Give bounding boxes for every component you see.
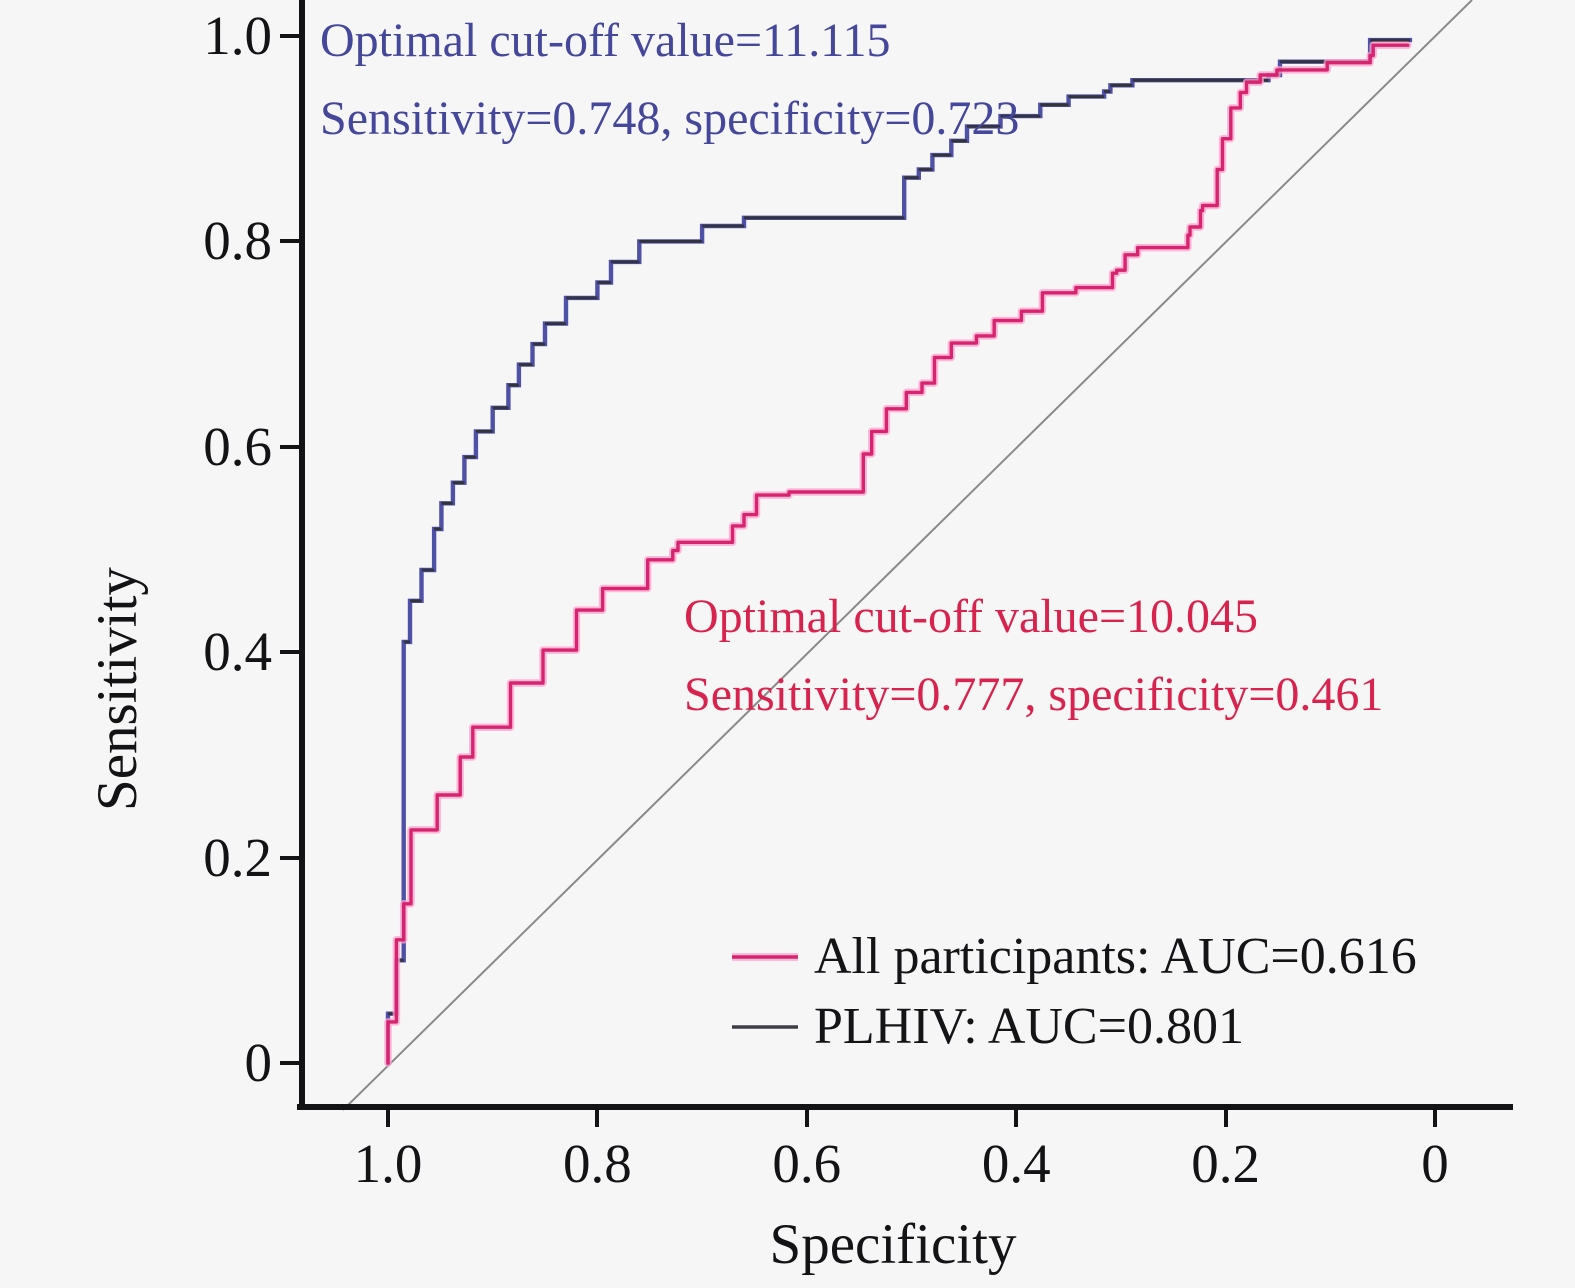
- x-axis-spine: [297, 1104, 1513, 1110]
- x-tick-mark: [804, 1106, 809, 1127]
- y-tick-label: 1.0: [203, 5, 272, 66]
- x-tick-label: 1.0: [353, 1133, 423, 1194]
- plhiv-curve: [385, 37, 1413, 1066]
- x-tick-mark: [386, 1106, 390, 1127]
- y-tick-label: 0.2: [203, 826, 272, 888]
- plhiv-cutoff-line2: Sensitivity=0.748, specificity=0.723: [320, 92, 1020, 145]
- all-participants-curve-halo: [384, 41, 1412, 1067]
- x-tick-label: 0.8: [563, 1133, 632, 1194]
- x-tick-label: 0.4: [981, 1133, 1051, 1194]
- x-tick-label: 0.2: [1191, 1133, 1260, 1194]
- y-tick-label: 0.8: [203, 210, 272, 272]
- all-participants-cutoff-line2: Sensitivity=0.777, specificity=0.461: [684, 668, 1384, 721]
- y-tick-mark: [280, 650, 301, 655]
- x-tick-label: 0: [1421, 1133, 1449, 1194]
- plhiv-cutoff-annotation: Optimal cut-off value=11.115 Sensitivity…: [320, 2, 1019, 158]
- y-tick-label: 0: [244, 1032, 273, 1093]
- y-tick-mark: [280, 444, 301, 449]
- y-axis-spine: [299, 0, 305, 1110]
- legend-label-all-participants: All participants: AUC=0.616: [814, 928, 1417, 985]
- x-tick-label: 0.6: [772, 1133, 842, 1194]
- x-axis-title: Specificity: [769, 1213, 1017, 1276]
- all-participants-cutoff-line1: Optimal cut-off value=10.045: [684, 590, 1259, 643]
- all-participants-curve: [386, 43, 1410, 1065]
- y-tick-label: 0.4: [203, 621, 272, 683]
- y-tick-mark: [280, 855, 301, 860]
- y-tick-label: 0.6: [203, 415, 272, 477]
- diagonal-reference-line: [342, 0, 1473, 1111]
- x-tick-mark: [1433, 1106, 1437, 1127]
- y-tick-mark: [280, 239, 301, 244]
- y-tick-mark: [280, 34, 301, 38]
- y-axis-title: Sensitivity: [86, 567, 149, 811]
- y-tick-mark: [280, 1061, 301, 1065]
- x-tick-mark: [595, 1106, 600, 1127]
- plhiv-curve-horizontal-overlay: [388, 38, 1410, 1016]
- all-participants-cutoff-annotation: Optimal cut-off value=10.045 Sensitivity…: [684, 578, 1383, 734]
- plhiv-cutoff-line1: Optimal cut-off value=11.115: [320, 14, 891, 67]
- x-tick-mark: [1014, 1106, 1019, 1127]
- x-tick-mark: [1223, 1106, 1228, 1127]
- legend-label-plhiv: PLHIV: AUC=0.801: [814, 998, 1244, 1055]
